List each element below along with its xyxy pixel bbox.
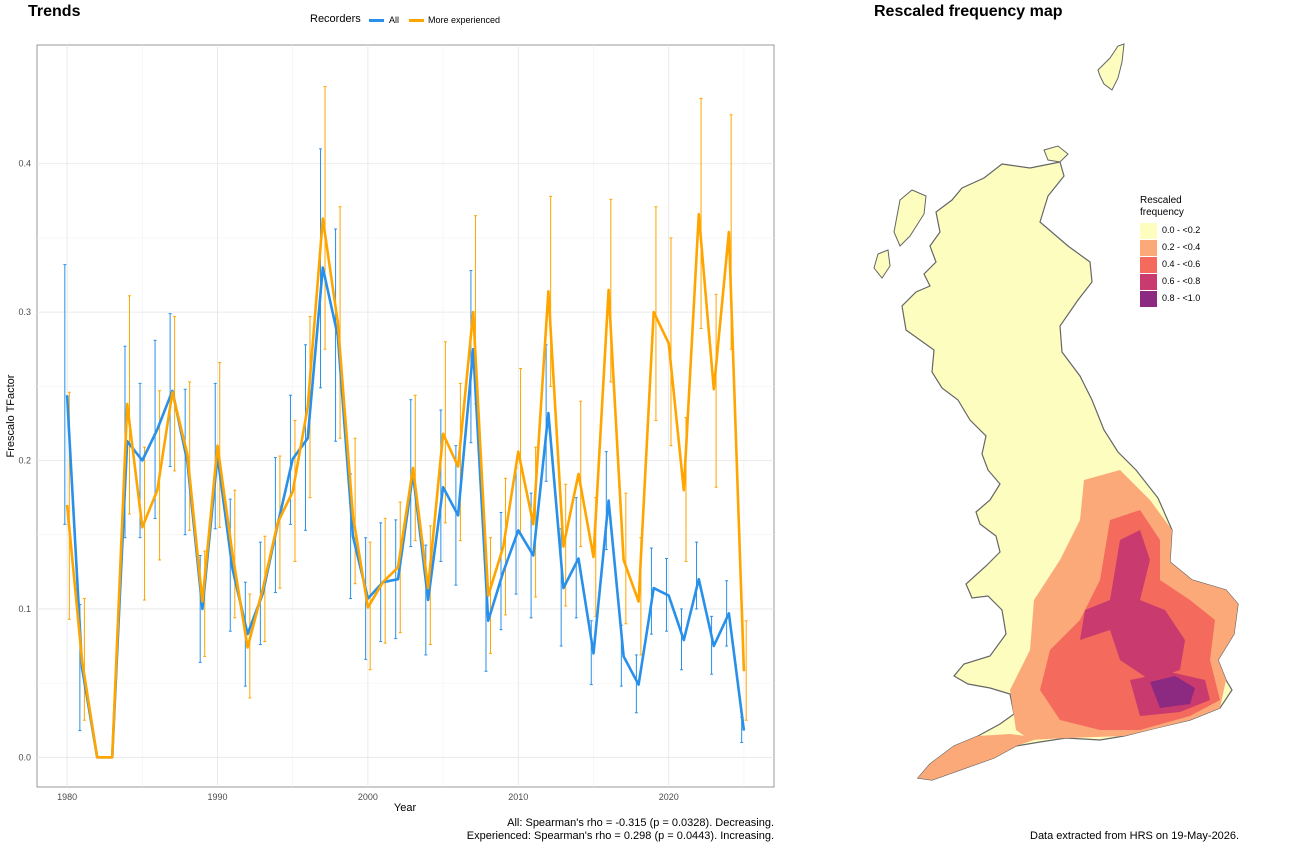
map-shetland	[1097, 43, 1125, 91]
series-line-more-experienced	[65, 212, 746, 759]
map-legend-title-line2: frequency	[1140, 207, 1184, 218]
x-tick-label: 2020	[659, 792, 679, 802]
y-tick-layer: 0.0 0.1 0.2 0.3 0.4	[18, 159, 31, 763]
legend-label-experienced: More experienced	[428, 15, 501, 25]
map-legend-label: 0.0 - <0.2	[1162, 225, 1201, 235]
map-legend-label: 0.2 - <0.4	[1162, 242, 1201, 252]
y-tick-label: 0.1	[18, 604, 31, 614]
trend-chart: 0.0 0.1 0.2 0.3 0.4 1980 1990 2000 2010 2020 Yea…	[5, 44, 775, 814]
map-legend-label: 0.4 - <0.6	[1162, 259, 1201, 269]
map-hebrides	[893, 189, 927, 247]
series-all	[63, 148, 744, 743]
y-tick-label: 0.2	[18, 456, 31, 466]
plot-panel	[36, 44, 775, 788]
map-hebrides-south	[873, 249, 891, 279]
stats-caption-all: All: Spearman's rho = -0.315 (p = 0.0328…	[507, 817, 774, 829]
legend-key-experienced	[409, 19, 424, 22]
trends-title: Trends	[28, 3, 81, 20]
map-legend-swatch	[1140, 274, 1157, 290]
legend-title: Recorders	[310, 13, 361, 25]
y-axis-label: Frescalo TFactor	[5, 374, 17, 457]
map-orkney	[1043, 145, 1069, 163]
map-patch-0-6	[1080, 530, 1185, 680]
x-axis-label: Year	[394, 802, 417, 814]
frequency-map	[873, 43, 1239, 781]
map-legend-label: 0.6 - <0.8	[1162, 276, 1201, 286]
y-tick-label: 0.0	[18, 752, 31, 762]
chart-legend: Recorders All More experienced	[310, 13, 530, 27]
stats-caption-experienced: Experienced: Spearman's rho = 0.298 (p =…	[466, 830, 774, 842]
series-layer	[63, 86, 748, 759]
map-legend-swatch	[1140, 223, 1157, 239]
map-patch-0-2-southwest	[918, 734, 1040, 780]
footer-note: Data extracted from HRS on 19-May-2026.	[1030, 830, 1240, 842]
y-tick-label: 0.4	[18, 159, 31, 169]
x-tick-label: 2000	[358, 792, 378, 802]
x-tick-label: 1990	[207, 792, 227, 802]
map-legend-swatch	[1140, 240, 1157, 256]
x-tick-label: 1980	[57, 792, 77, 802]
x-tick-layer: 1980 1990 2000 2010 2020	[57, 792, 679, 802]
map-legend-swatch	[1140, 257, 1157, 273]
map-legend-label: 0.8 - <1.0	[1162, 293, 1201, 303]
legend-key-all	[369, 19, 384, 22]
x-tick-label: 2010	[508, 792, 528, 802]
map-patch-0-8	[1150, 676, 1195, 708]
legend-label-all: All	[389, 15, 400, 25]
stats-caption: All: Spearman's rho = -0.315 (p = 0.0328…	[214, 817, 774, 843]
map-legend-title-line1: Rescaled	[1140, 195, 1182, 206]
map-title: Rescaled frequency map	[874, 3, 1063, 20]
map-legend: Rescaled frequency 0.0 - <0.2 0.2 - <0.4…	[1140, 195, 1250, 315]
y-tick-label: 0.3	[18, 307, 31, 317]
map-legend-swatch	[1140, 291, 1157, 307]
